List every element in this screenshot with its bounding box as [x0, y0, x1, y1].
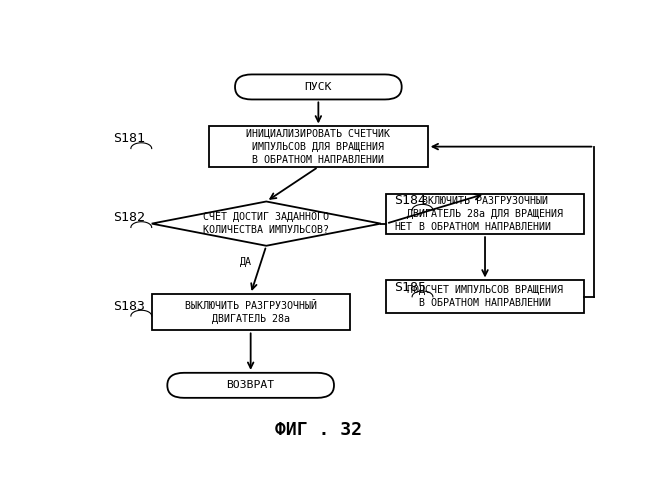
Text: S182: S182 — [113, 212, 144, 224]
Text: S183: S183 — [113, 300, 144, 313]
Text: ВЫКЛЮЧИТЬ РАЗГРУЗОЧНЫЙ
ДВИГАТЕЛЬ 28а: ВЫКЛЮЧИТЬ РАЗГРУЗОЧНЫЙ ДВИГАТЕЛЬ 28а — [185, 300, 317, 324]
Text: НЕТ: НЕТ — [394, 222, 412, 232]
Text: ПУСК: ПУСК — [304, 82, 332, 92]
FancyBboxPatch shape — [209, 126, 428, 167]
Text: ПОДСЧЕТ ИМПУЛЬСОВ ВРАЩЕНИЯ
В ОБРАТНОМ НАПРАВЛЕНИИ: ПОДСЧЕТ ИМПУЛЬСОВ ВРАЩЕНИЯ В ОБРАТНОМ НА… — [407, 285, 563, 308]
FancyBboxPatch shape — [235, 74, 402, 100]
FancyBboxPatch shape — [152, 294, 349, 331]
Text: S185: S185 — [394, 280, 426, 293]
FancyBboxPatch shape — [386, 194, 584, 234]
FancyBboxPatch shape — [386, 280, 584, 313]
Text: ИНИЦИАЛИЗИРОВАТЬ СЧЕТЧИК
ИМПУЛЬСОВ ДЛЯ ВРАЩЕНИЯ
В ОБРАТНОМ НАПРАВЛЕНИИ: ИНИЦИАЛИЗИРОВАТЬ СЧЕТЧИК ИМПУЛЬСОВ ДЛЯ В… — [247, 128, 390, 165]
Polygon shape — [152, 202, 381, 246]
Text: ВОЗВРАТ: ВОЗВРАТ — [226, 380, 275, 390]
Text: ФИГ . 32: ФИГ . 32 — [275, 420, 362, 438]
Text: ДА: ДА — [241, 257, 252, 267]
Text: СЧЕТ ДОСТИГ ЗАДАННОГО
КОЛИЧЕСТВА ИМПУЛЬСОВ?: СЧЕТ ДОСТИГ ЗАДАННОГО КОЛИЧЕСТВА ИМПУЛЬС… — [203, 212, 329, 235]
Text: S184: S184 — [394, 194, 426, 207]
Text: S181: S181 — [113, 132, 144, 145]
FancyBboxPatch shape — [167, 373, 334, 398]
Text: ВКЛЮЧИТЬ РАЗГРУЗОЧНЫЙ
ДВИГАТЕЛЬ 28а ДЛЯ ВРАЩЕНИЯ
В ОБРАТНОМ НАПРАВЛЕНИИ: ВКЛЮЧИТЬ РАЗГРУЗОЧНЫЙ ДВИГАТЕЛЬ 28а ДЛЯ … — [407, 196, 563, 232]
